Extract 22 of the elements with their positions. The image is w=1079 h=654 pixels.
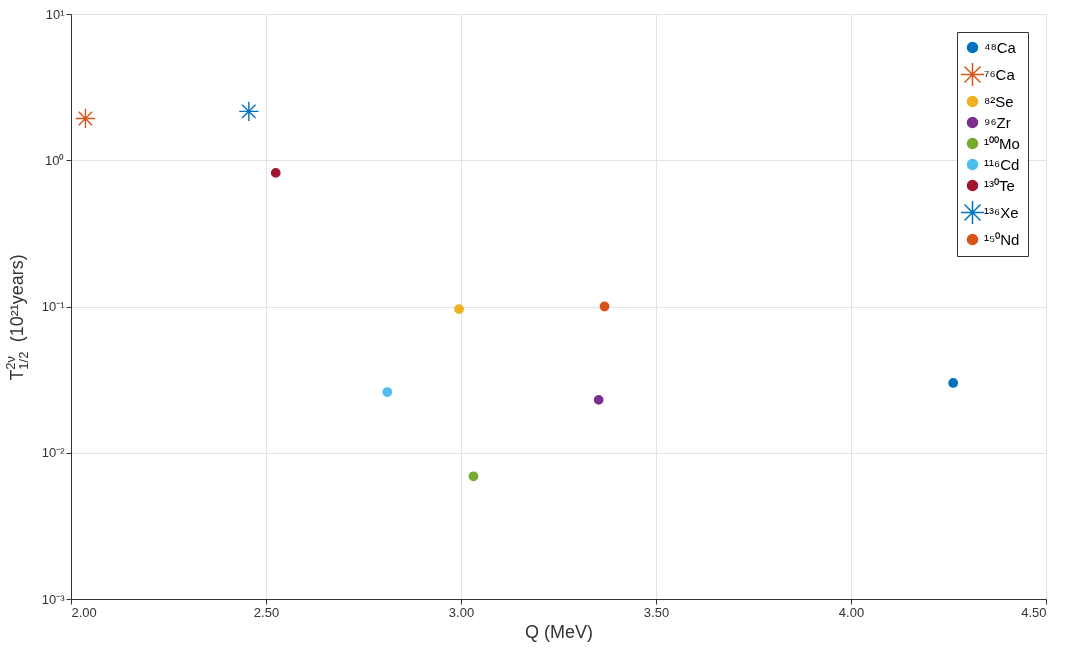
y-tick-label: 10⁻³	[41, 591, 66, 607]
legend-label: ¹¹⁶Cd	[984, 155, 1020, 173]
x-tick-label: 2.00	[71, 604, 97, 620]
x-tick-label: 3.00	[448, 604, 475, 620]
y-tick-label: 10⁻¹	[41, 299, 66, 314]
x-tick-label: 3.50	[643, 604, 670, 620]
legend-label: ¹⁵⁰Nd	[984, 230, 1020, 248]
y-tick-label: 10⁻²	[41, 445, 66, 461]
x-axis-title: Q (MeV)	[524, 621, 594, 642]
x-tick-label: 4.00	[838, 604, 865, 620]
x-tick-label: 4.50	[1021, 604, 1047, 620]
x-tick-label: 2.50	[253, 604, 280, 620]
y-tick-label: 10¹	[45, 6, 66, 22]
legend-label: ¹³⁶Xe	[984, 203, 1019, 221]
legend-label: ⁹⁶Zr	[984, 113, 1011, 131]
legend-label: ¹³⁰Te	[984, 176, 1015, 194]
legend-label: ⁷⁶Ca	[984, 65, 1016, 83]
legend-label: ⁴⁸Ca	[984, 38, 1017, 56]
y-axis-title: T2ν1/2 (10²¹years)	[3, 254, 31, 381]
legend-label: ⁸²Se	[984, 92, 1014, 110]
y-tick-label: 10⁰	[45, 152, 65, 168]
legend-label: ¹⁰⁰Mo	[984, 134, 1020, 152]
